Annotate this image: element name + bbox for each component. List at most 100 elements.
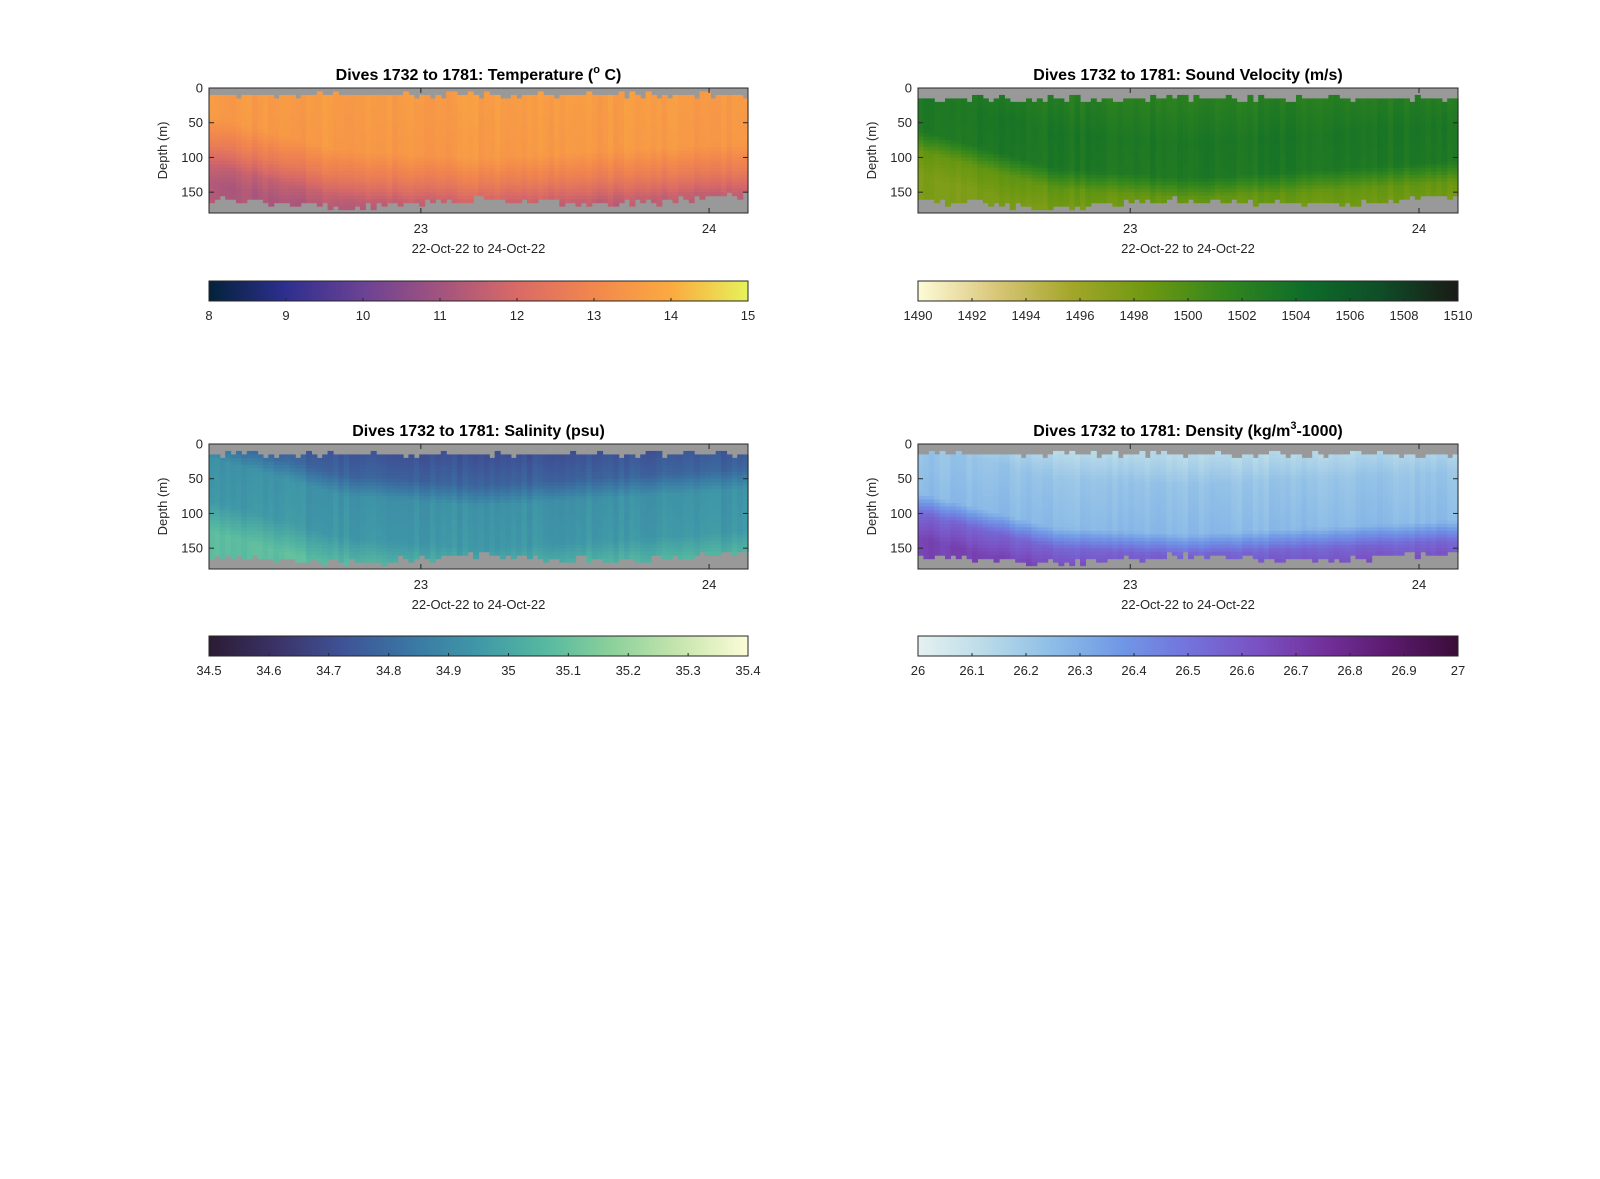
- heatmap-cell: [295, 174, 302, 179]
- heatmap-cell: [478, 133, 485, 138]
- heatmap-cell: [521, 101, 528, 106]
- heatmap-cell: [543, 140, 550, 145]
- heatmap-cell: [629, 129, 636, 134]
- heatmap-cell: [279, 195, 286, 200]
- heatmap-cell: [1236, 174, 1243, 179]
- heatmap-cell: [1209, 108, 1216, 113]
- heatmap-cell: [1177, 199, 1184, 204]
- heatmap-cell: [440, 164, 447, 169]
- heatmap-cell: [618, 192, 625, 197]
- heatmap-cell: [408, 192, 415, 197]
- heatmap-cell: [1134, 167, 1140, 172]
- heatmap-cell: [365, 188, 372, 193]
- heatmap-cell: [1053, 136, 1059, 141]
- heatmap-cell: [955, 171, 962, 176]
- heatmap-cell: [918, 157, 924, 162]
- heatmap-cell: [376, 94, 383, 100]
- heatmap-cell: [564, 115, 571, 120]
- heatmap-cell: [1155, 105, 1162, 110]
- heatmap-cell: [726, 185, 733, 190]
- heatmap-cell: [316, 105, 323, 110]
- heatmap-cell: [564, 105, 571, 110]
- heatmap-cell: [1128, 195, 1135, 200]
- heatmap-cell: [419, 105, 426, 110]
- heatmap-cell: [586, 167, 593, 172]
- heatmap-cell: [1198, 157, 1205, 162]
- heatmap-cell: [972, 150, 978, 155]
- heatmap-cell: [429, 140, 436, 145]
- heatmap-cell: [1069, 115, 1076, 120]
- heatmap-cell: [988, 122, 995, 127]
- heatmap-cell: [403, 181, 410, 186]
- heatmap-cell: [677, 192, 684, 197]
- heatmap-cell: [548, 178, 555, 183]
- heatmap-cell: [510, 157, 517, 162]
- heatmap-cell: [322, 143, 329, 148]
- heatmap-cell: [435, 101, 442, 106]
- heatmap-cell: [1053, 174, 1059, 179]
- heatmap-cell: [602, 119, 609, 124]
- heatmap-cell: [408, 108, 415, 113]
- heatmap-cell: [446, 150, 453, 155]
- heatmap-cell: [726, 167, 733, 172]
- heatmap-cell: [961, 136, 968, 141]
- heatmap-cell: [537, 178, 544, 183]
- heatmap-cell: [548, 195, 555, 200]
- heatmap-cell: [219, 153, 226, 159]
- heatmap-cell: [349, 147, 356, 152]
- heatmap-cell: [392, 178, 399, 183]
- heatmap-cell: [1112, 181, 1119, 186]
- heatmap-cell: [710, 153, 717, 159]
- heatmap-cell: [742, 119, 749, 124]
- heatmap-cell: [645, 160, 652, 165]
- heatmap-cell: [923, 119, 930, 124]
- heatmap-cell: [602, 160, 609, 165]
- heatmap-cell: [446, 157, 453, 162]
- heatmap-cell: [359, 192, 366, 197]
- heatmap-cell: [710, 188, 717, 193]
- heatmap-cell: [1161, 143, 1167, 148]
- heatmap-cell: [403, 195, 410, 200]
- heatmap-cell: [246, 133, 253, 138]
- heatmap-cell: [349, 105, 356, 110]
- heatmap-cell: [359, 122, 366, 127]
- heatmap-cell: [667, 192, 674, 197]
- heatmap-cell: [230, 108, 237, 113]
- heatmap-cell: [322, 105, 329, 110]
- heatmap-cell: [966, 192, 973, 197]
- heatmap-cell: [403, 171, 410, 176]
- heatmap-cell: [268, 105, 275, 110]
- heatmap-cell: [1166, 115, 1173, 120]
- heatmap-cell: [456, 122, 463, 127]
- heatmap-cell: [1166, 157, 1173, 162]
- heatmap-cell: [225, 147, 232, 152]
- heatmap-cell: [1096, 136, 1103, 141]
- heatmap-cell: [656, 160, 663, 165]
- heatmap-cell: [354, 147, 361, 152]
- heatmap-cell: [268, 164, 275, 169]
- heatmap-cell: [505, 171, 512, 176]
- heatmap-cell: [478, 188, 485, 193]
- heatmap-cell: [262, 115, 269, 120]
- heatmap-cell: [629, 202, 636, 207]
- heatmap-cell: [494, 195, 501, 200]
- heatmap-cell: [548, 126, 555, 131]
- heatmap-cell: [451, 181, 458, 186]
- heatmap-cell: [1144, 174, 1151, 179]
- heatmap-cell: [1204, 153, 1211, 159]
- heatmap-cell: [1231, 119, 1238, 124]
- heatmap-cell: [1123, 101, 1130, 106]
- heatmap-cell: [1215, 119, 1221, 124]
- heatmap-cell: [1101, 160, 1108, 165]
- heatmap-cell: [726, 133, 733, 138]
- heatmap-cell: [429, 150, 436, 155]
- heatmap-cell: [634, 126, 641, 131]
- heatmap-cell: [624, 126, 631, 131]
- heatmap-cell: [564, 195, 571, 200]
- heatmap-cell: [338, 181, 345, 186]
- heatmap-cell: [1080, 101, 1086, 106]
- colorbar-tick-label: 15: [741, 308, 755, 323]
- heatmap-cell: [386, 167, 393, 172]
- heatmap-cell: [982, 101, 989, 106]
- heatmap-cell: [721, 181, 728, 186]
